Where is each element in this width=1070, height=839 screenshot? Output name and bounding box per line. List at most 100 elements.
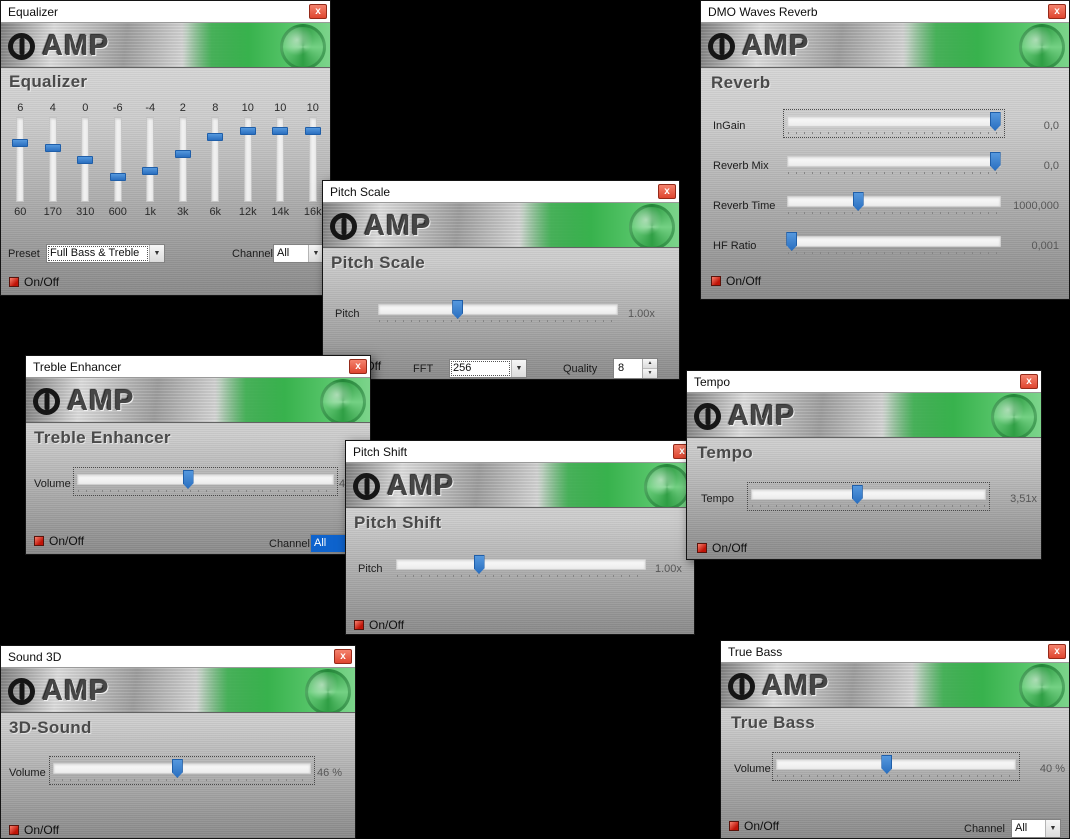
onoff-toggle[interactable]: On/Off bbox=[729, 819, 779, 833]
eq-band-slider[interactable] bbox=[37, 117, 70, 202]
slider-track bbox=[276, 117, 285, 202]
close-button[interactable]: x bbox=[1048, 4, 1066, 19]
reverb-time-value: 1000,000 bbox=[1013, 200, 1059, 212]
close-button[interactable]: x bbox=[349, 359, 367, 374]
onoff-toggle[interactable]: On/Off bbox=[9, 823, 59, 837]
onoff-toggle[interactable]: On/Off bbox=[711, 274, 761, 288]
equalizer-bands: 6 60 4 170 0 310 -6 600 -4 1k 2 3k 8 6k 10 12k 10 14k 10 16… bbox=[4, 101, 329, 219]
volume-slider[interactable] bbox=[73, 467, 338, 496]
volume-label: Volume bbox=[734, 763, 771, 775]
slider-thumb[interactable] bbox=[851, 485, 863, 504]
slider-ticks bbox=[788, 132, 1000, 134]
close-button[interactable]: x bbox=[334, 649, 352, 664]
onoff-label: On/Off bbox=[24, 823, 60, 837]
amp-emblem-icon bbox=[320, 379, 366, 422]
channel-select[interactable]: All ▼ bbox=[1011, 819, 1061, 838]
slider-thumb[interactable] bbox=[473, 555, 485, 574]
eq-band-slider[interactable] bbox=[199, 117, 232, 202]
slider-thumb[interactable] bbox=[852, 192, 864, 211]
tempo-label: Tempo bbox=[701, 493, 735, 505]
slider-thumb[interactable] bbox=[109, 172, 126, 181]
section-heading: Tempo bbox=[697, 443, 753, 462]
reverb-time-slider[interactable] bbox=[787, 192, 1001, 214]
eq-band-slider[interactable] bbox=[232, 117, 265, 202]
volume-slider[interactable] bbox=[49, 756, 315, 785]
amp-banner: AMP bbox=[701, 23, 1069, 68]
close-button[interactable]: x bbox=[658, 184, 676, 199]
slider-track bbox=[48, 117, 57, 202]
slider-thumb[interactable] bbox=[77, 155, 94, 164]
window-treble-enhancer: Treble Enhancer x AMP Treble Enhancer Vo… bbox=[25, 355, 371, 555]
spinner-up-icon[interactable]: ▲ bbox=[643, 359, 657, 369]
close-button[interactable]: x bbox=[309, 4, 327, 19]
titlebar[interactable]: Pitch Shift x bbox=[346, 441, 694, 463]
close-button[interactable]: x bbox=[1048, 644, 1066, 659]
reverb-mix-slider[interactable] bbox=[787, 152, 1001, 174]
eq-band-slider[interactable] bbox=[4, 117, 37, 202]
amp-logo-text: AMP bbox=[742, 30, 810, 62]
slider-thumb[interactable] bbox=[182, 470, 194, 489]
eq-band-slider[interactable] bbox=[167, 117, 200, 202]
onoff-toggle[interactable]: On/Off bbox=[34, 534, 84, 548]
pitch-slider[interactable] bbox=[378, 300, 618, 322]
channel-select[interactable]: All ▼ bbox=[273, 244, 324, 263]
window-tempo: Tempo x AMP Tempo Tempo 3,51x On/Off bbox=[686, 370, 1042, 560]
pitch-slider[interactable] bbox=[396, 555, 646, 577]
spinner-down-icon[interactable]: ▼ bbox=[643, 369, 657, 378]
onoff-toggle[interactable]: On/Off bbox=[354, 618, 404, 632]
chevron-down-icon: ▼ bbox=[511, 360, 526, 377]
slider-thumb[interactable] bbox=[171, 759, 183, 778]
close-button[interactable]: x bbox=[1020, 374, 1038, 389]
titlebar[interactable]: Treble Enhancer x bbox=[26, 356, 370, 378]
fft-select[interactable]: 256 ▼ bbox=[449, 359, 527, 378]
slider-track bbox=[308, 117, 317, 202]
slider-thumb[interactable] bbox=[989, 152, 1001, 171]
titlebar[interactable]: DMO Waves Reverb x bbox=[701, 1, 1069, 23]
titlebar[interactable]: Pitch Scale x bbox=[323, 181, 679, 203]
section-heading: 3D-Sound bbox=[9, 718, 92, 737]
amp-banner: AMP bbox=[26, 378, 370, 423]
quality-spinner[interactable]: 8 ▲ ▼ bbox=[613, 358, 658, 379]
preset-select[interactable]: Full Bass & Treble ▼ bbox=[46, 244, 165, 263]
slider-thumb[interactable] bbox=[304, 127, 321, 136]
titlebar[interactable]: Equalizer x bbox=[1, 1, 330, 23]
slider-thumb[interactable] bbox=[142, 166, 159, 175]
slider-thumb[interactable] bbox=[786, 232, 798, 251]
onoff-toggle[interactable]: On/Off bbox=[697, 541, 747, 555]
slider-thumb[interactable] bbox=[452, 300, 464, 319]
volume-value: 46 % bbox=[317, 767, 343, 779]
slider-thumb[interactable] bbox=[239, 127, 256, 136]
slider-thumb[interactable] bbox=[207, 132, 224, 141]
amp-logo-text: AMP bbox=[67, 385, 135, 417]
channel-value: All bbox=[311, 535, 349, 552]
eq-band-value: -4 bbox=[145, 102, 156, 114]
slider-thumb[interactable] bbox=[12, 138, 29, 147]
volume-slider[interactable] bbox=[772, 752, 1020, 781]
tempo-slider[interactable] bbox=[747, 482, 990, 511]
eq-band-slider[interactable] bbox=[134, 117, 167, 202]
pitch-value: 1.00x bbox=[655, 563, 682, 575]
slider-thumb[interactable] bbox=[174, 149, 191, 158]
onoff-toggle[interactable]: On/Off bbox=[9, 275, 59, 289]
titlebar[interactable]: Sound 3D x bbox=[1, 646, 355, 668]
eq-band-freq: 60 bbox=[14, 206, 27, 218]
section-heading: Pitch Scale bbox=[331, 253, 426, 272]
ingain-slider[interactable] bbox=[783, 109, 1005, 138]
eq-band-slider[interactable] bbox=[102, 117, 135, 202]
slider-thumb[interactable] bbox=[881, 755, 893, 774]
titlebar[interactable]: Tempo x bbox=[687, 371, 1041, 393]
titlebar[interactable]: True Bass x bbox=[721, 641, 1069, 663]
eq-band-slider[interactable] bbox=[69, 117, 102, 202]
slider-thumb[interactable] bbox=[44, 144, 61, 153]
eq-band-slider[interactable] bbox=[297, 117, 330, 202]
amp-banner: AMP bbox=[721, 663, 1069, 708]
hf-ratio-slider[interactable] bbox=[786, 232, 1001, 254]
slider-thumb[interactable] bbox=[272, 127, 289, 136]
amp-emblem-icon bbox=[1019, 24, 1065, 67]
amp-banner: AMP bbox=[1, 668, 355, 713]
preset-label: Preset bbox=[8, 248, 40, 260]
slider-track bbox=[53, 763, 311, 774]
eq-band-slider[interactable] bbox=[264, 117, 297, 202]
eq-band-value: 10 bbox=[274, 102, 287, 114]
window-sound-3d: Sound 3D x AMP 3D-Sound Volume 46 % On/O… bbox=[0, 645, 356, 839]
